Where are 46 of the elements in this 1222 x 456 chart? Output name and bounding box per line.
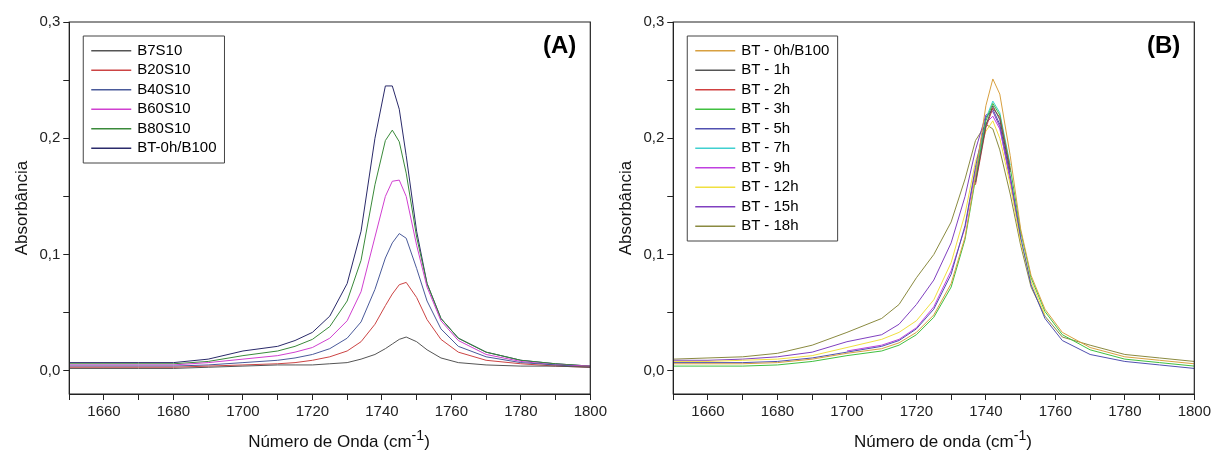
- y-tick-label: 0,3: [39, 12, 61, 30]
- x-tick-label: 1760: [1038, 402, 1073, 420]
- y-tick-label: 0,2: [643, 128, 665, 146]
- y-tick-label: 0,0: [39, 360, 61, 378]
- legend-label: BT - 7h: [741, 138, 791, 156]
- legend-label: BT - 1h: [741, 60, 791, 78]
- x-tick-label: 1740: [365, 402, 399, 420]
- x-tick-label: 1780: [504, 402, 538, 420]
- x-tick-label: 1760: [434, 402, 469, 420]
- x-tick-label: 1800: [1177, 402, 1211, 420]
- y-tick-label: 0,3: [643, 12, 665, 30]
- legend-label: B7S10: [137, 40, 183, 58]
- x-tick-label: 1680: [760, 402, 795, 420]
- annotation: (A): [542, 30, 577, 58]
- y-tick-label: 0,1: [39, 244, 61, 262]
- x-tick-label: 1660: [87, 402, 121, 420]
- x-axis-title: Número de onda (cm$^{-1}$): [854, 426, 1032, 453]
- legend-label: B20S10: [137, 60, 191, 78]
- legend-label: BT - 3h: [741, 99, 791, 117]
- legend-label: BT - 12h: [741, 177, 799, 195]
- x-tick-label: 1720: [899, 402, 934, 420]
- x-axis-title: Número de Onda (cm$^{-1}$): [248, 426, 430, 453]
- legend-label: BT - 15h: [741, 196, 799, 214]
- legend-label: BT - 9h: [741, 157, 791, 175]
- legend-label: BT - 2h: [741, 79, 791, 97]
- legend-label: B40S10: [137, 79, 191, 97]
- x-tick-label: 1680: [156, 402, 191, 420]
- x-tick-label: 1740: [969, 402, 1003, 420]
- x-tick-label: 1700: [830, 402, 864, 420]
- y-axis-title: Absorbância: [615, 160, 635, 256]
- legend-label: B80S10: [137, 118, 191, 136]
- y-axis-title: Absorbância: [11, 160, 31, 256]
- y-tick-label: 0,0: [643, 360, 665, 378]
- x-tick-label: 1700: [226, 402, 260, 420]
- legend-label: B60S10: [137, 99, 191, 117]
- y-tick-label: 0,2: [39, 128, 61, 146]
- annotation: (B): [1146, 30, 1181, 58]
- y-tick-label: 0,1: [643, 244, 665, 262]
- legend-label: BT - 0h/B100: [741, 40, 830, 58]
- x-tick-label: 1720: [295, 402, 330, 420]
- legend-label: BT - 18h: [741, 216, 799, 234]
- x-tick-label: 1660: [691, 402, 725, 420]
- x-tick-label: 1780: [1108, 402, 1142, 420]
- legend-label: BT-0h/B100: [137, 138, 217, 156]
- x-tick-label: 1800: [573, 402, 607, 420]
- legend-label: BT - 5h: [741, 118, 791, 136]
